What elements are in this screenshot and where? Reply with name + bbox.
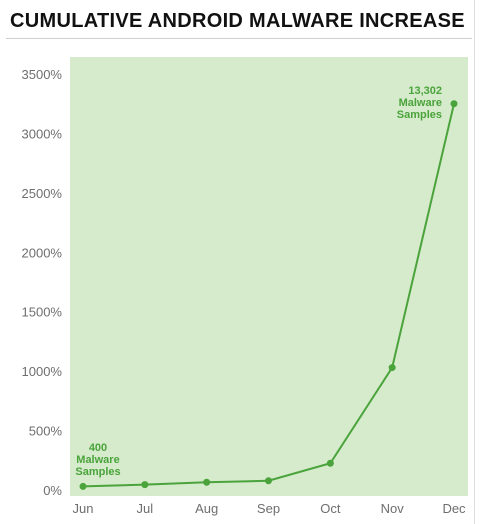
y-tick-label: 0% (43, 483, 62, 498)
data-point (203, 478, 211, 486)
data-points (79, 100, 458, 490)
frame-border (474, 0, 475, 524)
title-divider (6, 38, 472, 39)
data-point (388, 364, 396, 372)
annotation-line: Malware (399, 97, 442, 109)
annotation-line: Samples (397, 109, 442, 121)
annotation-line: Malware (76, 454, 119, 466)
annotation-label: 13,302 Malware Samples (397, 85, 442, 121)
y-tick-label: 3000% (22, 126, 63, 141)
annotation-line: 13,302 (408, 85, 442, 97)
x-tick-label: Oct (320, 501, 341, 516)
plot-background (70, 57, 468, 496)
annotation-line: 400 (89, 442, 107, 454)
y-tick-label: 2500% (22, 186, 63, 201)
data-point (79, 482, 87, 490)
y-tick-label: 1500% (22, 305, 63, 320)
y-axis-ticks: 0% 500% 1000% 1500% 2000% 2500% 3000% 3500% (22, 67, 63, 498)
y-tick-label: 3500% (22, 67, 63, 82)
x-tick-label: Sep (257, 501, 280, 516)
x-tick-label: Jun (73, 501, 94, 516)
x-axis-ticks: Jun Jul Aug Sep Oct Nov Dec (73, 501, 467, 516)
chart-title: CUMULATIVE ANDROID MALWARE INCREASE (10, 10, 465, 32)
x-tick-label: Aug (195, 501, 218, 516)
y-tick-label: 1000% (22, 364, 63, 379)
x-tick-label: Jul (137, 501, 154, 516)
data-point (450, 100, 458, 108)
data-point (326, 459, 334, 467)
y-tick-label: 2000% (22, 245, 63, 260)
y-tick-label: 500% (29, 424, 63, 439)
x-tick-label: Nov (381, 501, 405, 516)
x-tick-label: Dec (442, 501, 466, 516)
data-point (141, 481, 149, 489)
annotation-label: 400 Malware Samples (75, 442, 120, 478)
annotation-line: Samples (75, 466, 120, 478)
data-point (265, 477, 272, 485)
